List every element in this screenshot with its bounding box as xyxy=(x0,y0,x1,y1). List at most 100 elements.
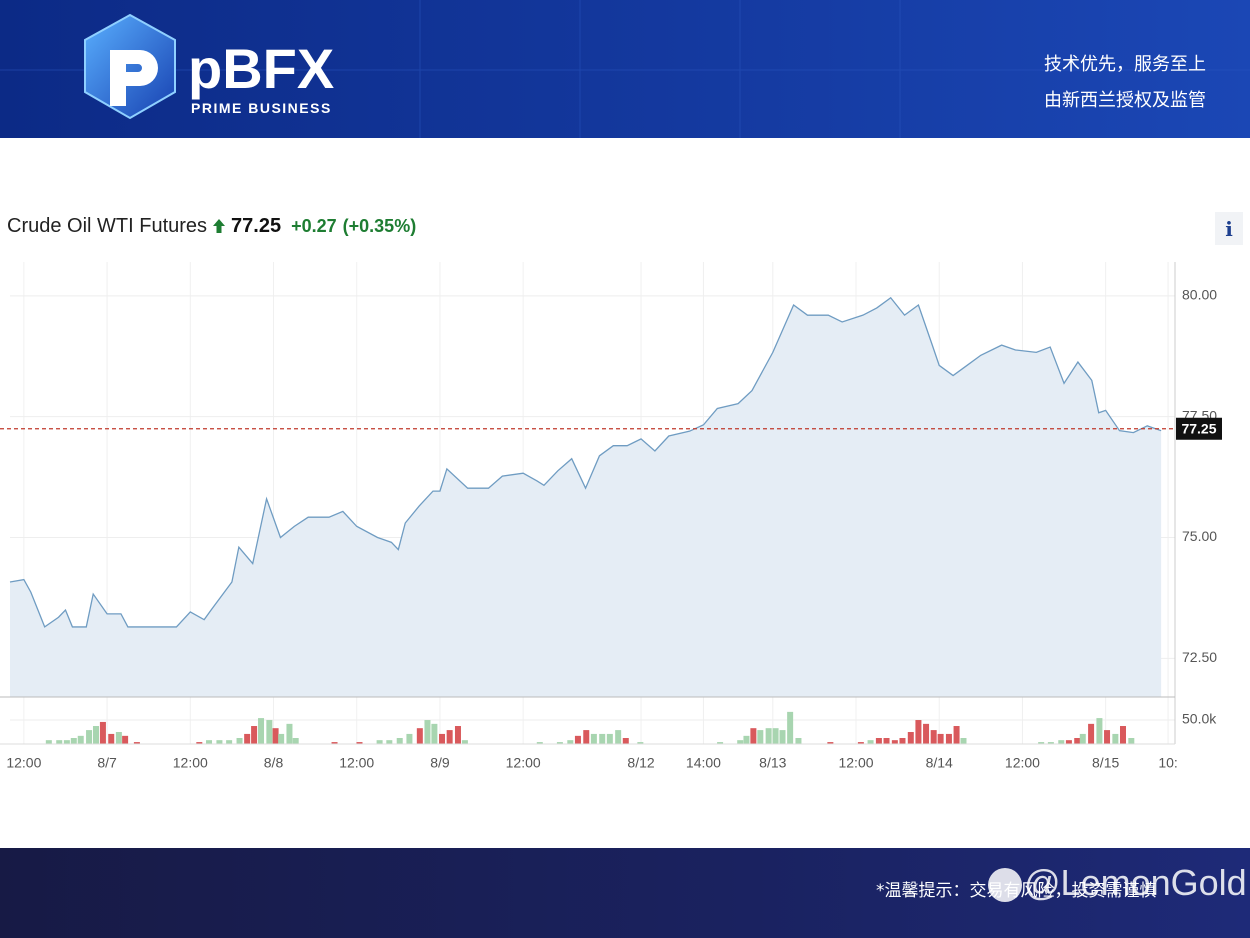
volume-bar xyxy=(108,733,115,744)
volume-bar xyxy=(286,723,293,744)
volume-bar xyxy=(953,726,960,744)
price-label: 77.25 xyxy=(1181,420,1216,436)
area xyxy=(10,297,1162,697)
volume-bar xyxy=(99,721,106,744)
volume-bar xyxy=(857,742,864,744)
footer: *温馨提示：交易有风险，投资需谨慎 @LemonGold xyxy=(0,848,1250,938)
y-tick-label: 50.0k xyxy=(1182,711,1217,727)
volume-bar xyxy=(1058,740,1065,744)
last-price: 77.25 xyxy=(231,214,282,237)
x-tick-label: 8/14 xyxy=(926,755,953,771)
volume-bar xyxy=(424,720,431,744)
volume-bar xyxy=(376,740,383,744)
volume-bar xyxy=(915,720,922,744)
volume-bar xyxy=(574,735,581,744)
volume-bar xyxy=(1074,738,1081,744)
volume-bar xyxy=(637,742,644,744)
volume-bar xyxy=(278,733,285,744)
info-button[interactable]: i xyxy=(1215,212,1243,245)
x-tick-label: 12:00 xyxy=(506,755,541,771)
volume-bar xyxy=(416,728,423,744)
x-tick-label: 12:00 xyxy=(339,755,374,771)
volume-bar xyxy=(356,742,363,744)
volume-bar xyxy=(86,730,93,744)
x-tick-label: 8/13 xyxy=(759,755,786,771)
volume-bar xyxy=(45,740,52,744)
volume-bar xyxy=(1038,742,1045,744)
volume-bar xyxy=(1128,738,1135,744)
volume-bar xyxy=(717,742,724,744)
volume-bar xyxy=(236,738,243,744)
y-tick-label: 72.50 xyxy=(1182,649,1217,665)
volume-bar xyxy=(536,742,543,744)
logo-subtitle: PRIME BUSINESS xyxy=(191,100,332,116)
y-tick-label: 80.00 xyxy=(1182,287,1217,303)
volume-bar xyxy=(454,726,461,744)
volume-bar xyxy=(133,742,140,744)
price-change: +0.27 xyxy=(291,215,337,236)
volume-bar xyxy=(206,740,213,744)
volume-bar xyxy=(258,718,265,744)
volume-bar xyxy=(272,728,279,744)
header-art: pBFX PRIME BUSINESS xyxy=(0,0,1250,138)
x-tick-label: 8/15 xyxy=(1092,755,1119,771)
title-row: Crude Oil WTI Futures 77.25 +0.27 (+0.35… xyxy=(7,212,416,240)
volume-bar xyxy=(92,726,99,744)
volume-bar xyxy=(743,735,750,744)
x-tick-label: 14:00 xyxy=(686,755,721,771)
price-label-box xyxy=(1176,417,1222,440)
volume-bar xyxy=(1119,726,1126,744)
chart-title: Crude Oil WTI Futures xyxy=(7,214,208,237)
line xyxy=(9,296,1162,628)
volume-bar xyxy=(1112,733,1119,744)
volume-bar xyxy=(765,728,772,744)
volume-bar xyxy=(386,740,393,744)
volume-bar xyxy=(1096,718,1103,744)
volume-bar xyxy=(583,730,590,744)
volume-bar xyxy=(622,738,629,744)
x-tick-label: 8/8 xyxy=(264,755,284,771)
x-tick-label: 12:00 xyxy=(173,755,208,771)
volume-bar xyxy=(439,733,446,744)
volume-bar xyxy=(406,733,413,744)
volume-bar xyxy=(567,740,574,744)
x-tick-label: 8/9 xyxy=(430,755,450,771)
volume-bar xyxy=(867,740,874,744)
volume-bar xyxy=(599,733,606,744)
volume-bar xyxy=(757,730,764,744)
volume-bar xyxy=(251,726,258,744)
header: pBFX PRIME BUSINESS 技术优先，服务至上 由新西兰授权及监管 xyxy=(0,0,1250,138)
volume-bar xyxy=(70,738,77,744)
volume-bar xyxy=(779,730,786,744)
up-arrow xyxy=(213,219,226,233)
volume-bar xyxy=(615,730,622,744)
volume-bar xyxy=(891,740,898,744)
volume-bar xyxy=(122,735,129,744)
y-tick-label: 75.00 xyxy=(1182,528,1217,544)
volume-bar xyxy=(244,733,251,744)
volume-bar xyxy=(930,730,937,744)
x-tick-label: 12:00 xyxy=(838,755,873,771)
volume-bar xyxy=(115,732,122,744)
volume-bar xyxy=(960,738,967,744)
volume-bar xyxy=(77,735,84,744)
volume-bar xyxy=(772,728,779,744)
volume-bar xyxy=(899,738,906,744)
logo-hexagon xyxy=(84,13,176,120)
volume-bar xyxy=(216,740,223,744)
volume-bar xyxy=(292,738,299,744)
x-tick-label: 12:00 xyxy=(1005,755,1040,771)
volume-bar xyxy=(795,738,802,744)
volume-bar xyxy=(737,740,744,744)
volume-bar xyxy=(937,733,944,744)
volume-bar xyxy=(1065,740,1072,744)
slogan: 技术优先，服务至上 xyxy=(1044,54,1206,75)
volume-bar xyxy=(750,728,757,744)
volume-bar xyxy=(196,742,203,744)
logo-mark xyxy=(110,50,158,106)
x-tick-label: 8/12 xyxy=(627,755,654,771)
volume-bar xyxy=(396,738,403,744)
x-tick-label: 10: xyxy=(1158,755,1177,771)
volume-bar xyxy=(556,742,563,744)
